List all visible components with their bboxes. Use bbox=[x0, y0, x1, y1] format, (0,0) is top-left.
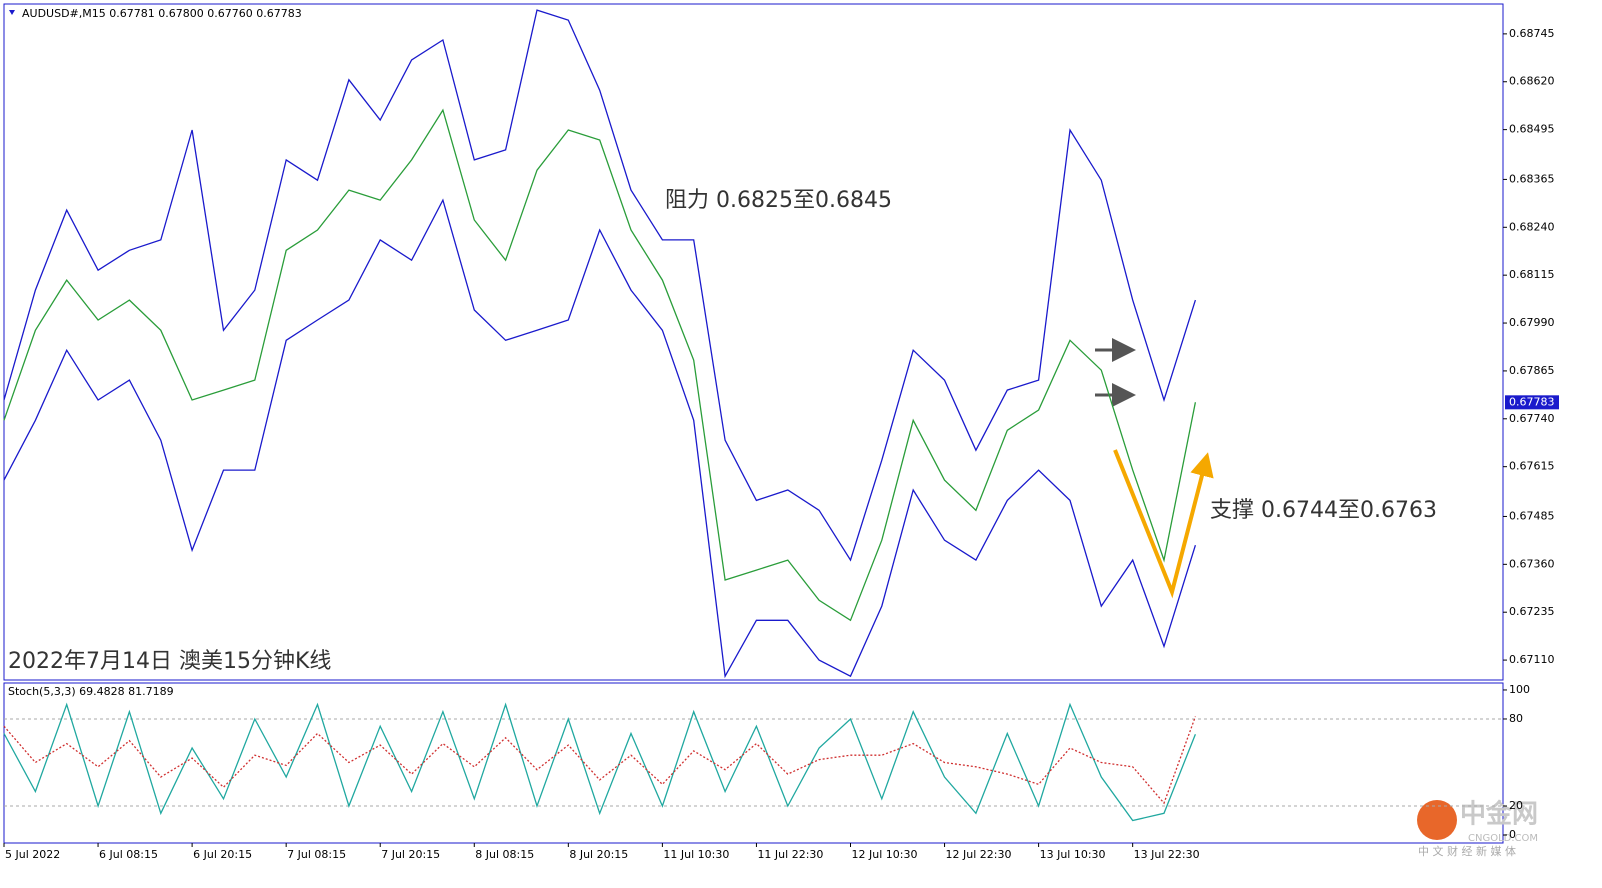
series-line bbox=[3, 702, 1197, 822]
y-tick-label: 80 bbox=[1509, 712, 1523, 725]
y-tick-label: 0.67615 bbox=[1509, 460, 1555, 473]
watermark-name: 中金网 bbox=[1460, 799, 1538, 830]
x-tick-label: 6 Jul 20:15 bbox=[193, 848, 252, 861]
series-line bbox=[3, 198, 1197, 679]
price-header: AUDUSD#,M15 0.67781 0.67800 0.67760 0.67… bbox=[22, 7, 302, 20]
annotation: 2022年7月14日 澳美15分钟K线 bbox=[8, 649, 331, 674]
y-tick-label: 0.67485 bbox=[1509, 509, 1555, 522]
logo bbox=[1417, 800, 1457, 840]
y-tick-label: 0.67235 bbox=[1509, 605, 1555, 618]
y-tick-label: 100 bbox=[1509, 683, 1530, 696]
y-tick-label: 0.68495 bbox=[1509, 123, 1555, 136]
stoch-header: Stoch(5,3,3) 69.4828 81.7189 bbox=[8, 685, 174, 698]
last-price-box bbox=[1505, 395, 1559, 410]
annotation: 支撑 0.6744至0.6763 bbox=[1210, 498, 1437, 523]
x-tick-label: 11 Jul 10:30 bbox=[663, 848, 729, 861]
watermark: 中金网 CNGOLD.COM 中 文 财 经 新 媒 体 bbox=[1417, 799, 1538, 858]
stoch-frame bbox=[3, 682, 1504, 844]
y-tick-label: 0.67740 bbox=[1509, 412, 1555, 425]
y-tick-label: 0.68365 bbox=[1509, 172, 1555, 185]
y-tick-label: 0.67360 bbox=[1509, 557, 1555, 570]
v-arrow bbox=[1113, 449, 1214, 599]
y-tick-label: 0.68620 bbox=[1509, 75, 1555, 88]
x-tick-label: 12 Jul 10:30 bbox=[851, 848, 917, 861]
watermark-slogan: 中 文 财 经 新 媒 体 bbox=[1418, 844, 1516, 858]
price-frame bbox=[3, 3, 1504, 681]
y-tick-label: 0.67110 bbox=[1509, 653, 1555, 666]
y-tick-label: 0.67865 bbox=[1509, 364, 1555, 377]
x-tick-label: 12 Jul 22:30 bbox=[946, 848, 1012, 861]
last-price-label: 0.67783 bbox=[1509, 395, 1555, 408]
x-tick-label: 6 Jul 08:15 bbox=[99, 848, 158, 861]
x-tick-label: 13 Jul 22:30 bbox=[1134, 848, 1200, 861]
annotation: 阻力 0.6825至0.6845 bbox=[665, 188, 892, 213]
x-tick-label: 13 Jul 10:30 bbox=[1040, 848, 1106, 861]
series-line bbox=[3, 9, 1197, 562]
x-tick-label: 11 Jul 22:30 bbox=[757, 848, 823, 861]
y-tick-label: 0.67990 bbox=[1509, 316, 1555, 329]
x-tick-label: 5 Jul 2022 bbox=[5, 848, 60, 861]
watermark-site: CNGOLD.COM bbox=[1468, 833, 1538, 844]
y-tick-label: 0.68240 bbox=[1509, 220, 1555, 233]
y-tick-label: 0 bbox=[1509, 828, 1516, 841]
x-tick-label: 8 Jul 20:15 bbox=[569, 848, 628, 861]
x-tick-label: 8 Jul 08:15 bbox=[475, 848, 534, 861]
y-tick-label: 20 bbox=[1509, 799, 1523, 812]
series-line bbox=[3, 716, 1197, 805]
x-tick-label: 7 Jul 20:15 bbox=[381, 848, 440, 861]
y-tick-label: 0.68115 bbox=[1509, 268, 1555, 281]
symbol-icon bbox=[9, 10, 15, 15]
x-tick-label: 7 Jul 08:15 bbox=[287, 848, 346, 861]
y-tick-label: 0.68745 bbox=[1509, 27, 1555, 40]
series-line bbox=[3, 108, 1197, 622]
